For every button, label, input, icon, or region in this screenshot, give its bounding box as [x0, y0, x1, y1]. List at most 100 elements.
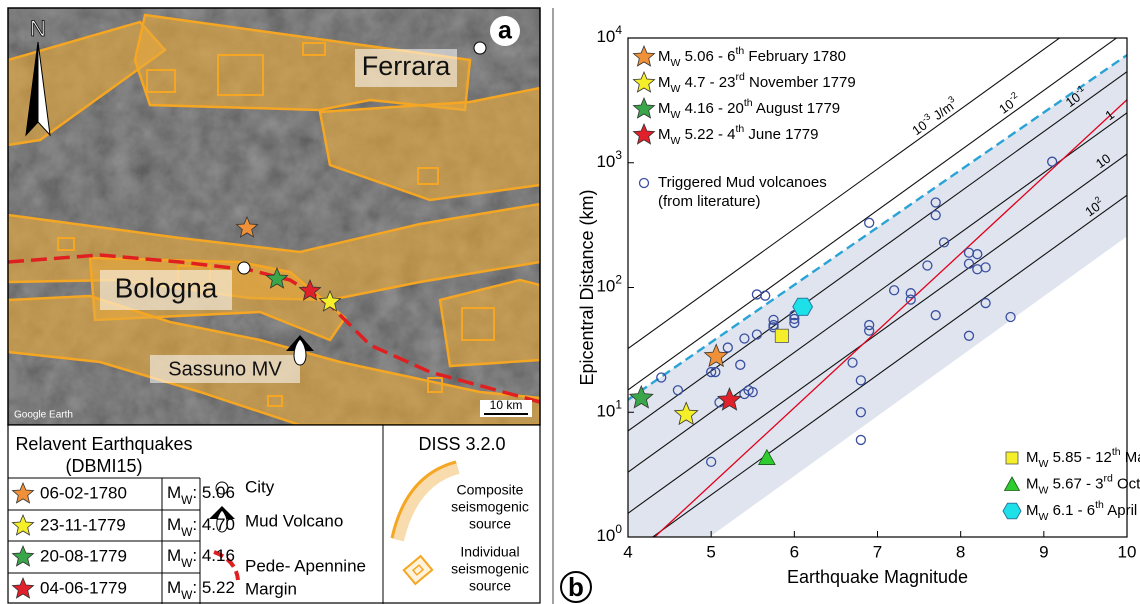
text-run: 3	[1095, 475, 1103, 492]
diss-label: source	[469, 578, 511, 594]
row-date: 20-08-1779	[40, 546, 127, 565]
x-tick-label: 8	[956, 542, 965, 561]
diss-label: seismogenic	[451, 561, 529, 577]
diss-label: seismogenic	[451, 499, 529, 515]
text-run: November 1779	[745, 74, 856, 91]
diss-label: source	[469, 516, 511, 532]
text-run: W	[181, 493, 193, 507]
row-date: 06-02-1780	[40, 483, 127, 502]
text-run: 0	[615, 522, 622, 536]
text-run: rd	[1103, 472, 1112, 484]
text-run: 1	[615, 397, 622, 411]
text-run: M	[1026, 475, 1039, 492]
text-run: June 1779	[744, 126, 818, 143]
y-tick-label: 104	[596, 23, 622, 46]
text-run: W	[181, 556, 193, 570]
text-run: February 1780	[744, 48, 846, 65]
scale-label: 10 km	[490, 398, 523, 412]
text-run: th	[735, 123, 744, 135]
diss-title: DISS 3.2.0	[418, 434, 505, 454]
x-tick-label: 10	[1118, 542, 1137, 561]
text-run: 10	[596, 27, 615, 46]
text-run: : 4.70	[192, 515, 235, 534]
text-run: October 1943	[1113, 475, 1140, 492]
text-run: M	[658, 48, 671, 65]
text-run: M	[167, 578, 181, 597]
figure: Ferrara Bologna Sassuno MV N a 10 km Goo…	[0, 0, 1140, 604]
text-run: M	[167, 515, 181, 534]
text-run: M	[658, 126, 671, 143]
text-run: th	[744, 97, 753, 109]
text-run: M	[658, 74, 671, 91]
text-run: 6	[1087, 502, 1095, 519]
text-run: 6	[727, 48, 735, 65]
mud-volcano-label: Sassuno MV	[168, 358, 282, 380]
data-point	[775, 329, 788, 342]
legend-marker	[1006, 452, 1018, 464]
page: Ferrara Bologna Sassuno MV N a 10 km Goo…	[0, 0, 1140, 604]
symbol-label: Mud Volcano	[245, 511, 343, 530]
text-run: 10	[596, 152, 615, 171]
text-run: : 5.06	[192, 483, 235, 502]
text-run: 5.67 -	[1048, 475, 1095, 492]
text-run: M	[167, 483, 181, 502]
text-run: 6.1 -	[1048, 502, 1086, 519]
row-date: 23-11-1779	[40, 515, 126, 534]
map-legend: Relavent Earthquakes (DBMI15) City Mud V…	[8, 425, 540, 604]
data-point	[793, 298, 813, 315]
x-tick-label: 9	[1039, 542, 1048, 561]
text-run: 10	[596, 526, 615, 545]
text-run: th	[735, 45, 744, 57]
symbol-label: Margin	[245, 579, 297, 598]
city-marker	[474, 42, 486, 54]
text-run: Triggered Mud volcanoes	[658, 174, 831, 191]
text-run: M	[1026, 449, 1039, 466]
north-label: N	[30, 16, 46, 41]
text-run: : 4.16	[192, 546, 235, 565]
chart-b: 10-3 J/m310-210-111010245678910100101102…	[561, 0, 1140, 602]
text-run: 5.85 - 1	[1048, 449, 1103, 466]
city-marker	[238, 262, 250, 274]
text-run: : 5.22	[192, 578, 235, 597]
text-run: W	[1039, 484, 1049, 496]
text-run: W	[671, 135, 681, 147]
text-run: W	[1039, 458, 1049, 470]
legend-title: Relavent Earthquakes	[15, 434, 192, 454]
text-run: 4	[727, 126, 735, 143]
legend-title: (DBMI15)	[65, 456, 142, 476]
text-run: W	[181, 588, 193, 602]
text-run: August 1779	[753, 100, 841, 117]
text-run: 3	[615, 148, 622, 162]
y-tick-label: 101	[596, 397, 622, 420]
x-tick-label: 4	[623, 542, 632, 561]
panel-label: b	[568, 572, 584, 602]
text-run: 4.16 - 2	[680, 100, 735, 117]
text-run: W	[1039, 511, 1049, 523]
text-run: March 1873	[1121, 449, 1140, 466]
text-run: 5.06 -	[680, 48, 727, 65]
text-run: 10	[596, 402, 615, 421]
text-run: 10	[596, 277, 615, 296]
text-run: 2	[1103, 449, 1111, 466]
text-run: 3	[727, 74, 735, 91]
legend-marker	[1003, 503, 1021, 519]
x-axis-label: Earthquake Magnitude	[787, 567, 968, 587]
text-run: rd	[735, 71, 744, 83]
text-run: M	[658, 100, 671, 117]
panel-label: a	[498, 17, 513, 45]
text-run: 2	[615, 273, 622, 287]
credit: Google Earth	[14, 410, 73, 421]
text-run: 4.7 - 2	[680, 74, 727, 91]
text-run: 5.22 -	[680, 126, 727, 143]
text-run: M	[1026, 502, 1039, 519]
text-run: W	[181, 525, 193, 539]
text-run: (from literature)	[658, 193, 761, 210]
map-panel: Ferrara Bologna Sassuno MV N a 10 km Goo…	[8, 8, 540, 425]
diss-label: Individual	[460, 544, 519, 560]
diss-label: Composite	[457, 482, 524, 498]
symbol-label: City	[245, 477, 275, 496]
row-date: 04-06-1779	[40, 578, 127, 597]
text-run: W	[671, 109, 681, 121]
x-tick-label: 5	[706, 542, 715, 561]
x-tick-label: 6	[790, 542, 799, 561]
